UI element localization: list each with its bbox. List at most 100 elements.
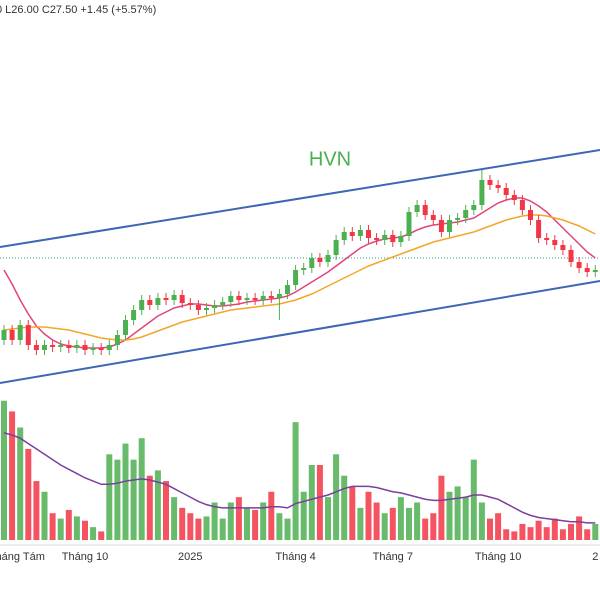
volume-bar [25,448,32,540]
volume-bar [365,491,372,540]
candle-body [252,298,258,300]
candle-body [511,195,517,200]
volume-bar [406,507,412,540]
volume-bar [17,427,24,540]
candle-body [390,235,396,242]
volume-bar [543,527,550,540]
candle-body [131,310,137,320]
volume-bar [154,470,161,540]
volume-bar [244,507,250,540]
candle-body [584,268,590,272]
volume-bar [568,523,574,540]
candle-body [82,345,88,350]
moving-average-line [3,197,596,349]
volume-bar [308,465,315,540]
volume-bar [592,523,599,540]
moving-average-line [3,214,596,341]
candle-body [139,300,145,310]
volume-bar [106,454,113,540]
candle-body [276,294,282,298]
candle-body [1,330,7,340]
volume-bar [284,518,291,540]
candle-body [471,205,477,210]
candle-body [293,270,299,285]
candle-body [374,238,380,240]
channel-lower [0,280,600,384]
candle-body [406,212,412,236]
volume-bar [470,459,477,540]
x-tick-label: 2025 [178,551,202,563]
volume-bar [203,516,210,540]
candle-body [228,296,234,302]
volume-bar [462,497,469,540]
candle-body [301,268,307,270]
candle-body [430,215,436,220]
volume-bar [535,520,542,540]
x-tick-label: Tháng 4 [275,551,315,563]
volume-bar [57,518,64,540]
candle-body [438,220,444,232]
volume-bar [195,518,202,540]
candle-body [398,236,404,242]
volume-bar [9,411,16,540]
volume-bar [454,486,461,540]
volume-bar [252,510,259,540]
candle-body [568,250,574,262]
volume-bar [114,459,121,540]
volume-bar [235,497,242,540]
candle-body [50,345,56,347]
candle-body [309,258,315,268]
candle-body [66,345,72,348]
volume-bar [397,497,404,540]
candle-body [447,220,452,232]
candle-body [179,295,185,303]
candle-body [341,232,347,240]
candle-body [414,205,420,212]
volume-bar [300,491,307,540]
candle-body [25,325,31,345]
candle-body [357,230,363,236]
volume-bar [179,507,186,540]
candle-body [9,330,15,340]
candle-body [463,210,469,218]
candle-body [544,238,550,240]
candle-body [366,230,371,238]
candle-body [528,210,533,220]
volume-bar [138,438,145,540]
candle-body [212,305,218,308]
candle-body [576,262,582,268]
volume-bar [422,518,429,540]
candle-body [382,235,388,240]
volume-bar [373,502,380,540]
candle-body [349,232,355,236]
volume-bar [503,529,510,540]
candle-body [552,240,558,245]
candle-body [195,305,201,310]
candle-body [123,320,128,335]
volume-bar [333,454,340,540]
volume-bar [316,465,323,540]
candle-body [155,298,161,305]
candle-body [42,345,47,350]
volume-bar [325,497,331,540]
candle-body [536,220,542,238]
volume-bar [227,502,234,540]
volume-bar [171,497,178,540]
volume-bar [130,459,137,540]
candle-body [317,258,323,262]
volume-bar [527,527,534,540]
chart-title: HVN [309,148,351,170]
candle-body [98,348,104,350]
volume-bar [41,491,48,540]
candle-body [106,345,112,350]
candle-body [325,255,331,262]
candle-body [487,180,493,185]
candle-body [187,303,193,305]
volume-bar [551,518,558,540]
volume-bar [65,510,72,540]
volume-bar [146,475,153,540]
volume-bar [90,527,97,540]
volume-bar [260,502,267,540]
candle-body [455,218,461,220]
volume-bar [414,502,421,540]
